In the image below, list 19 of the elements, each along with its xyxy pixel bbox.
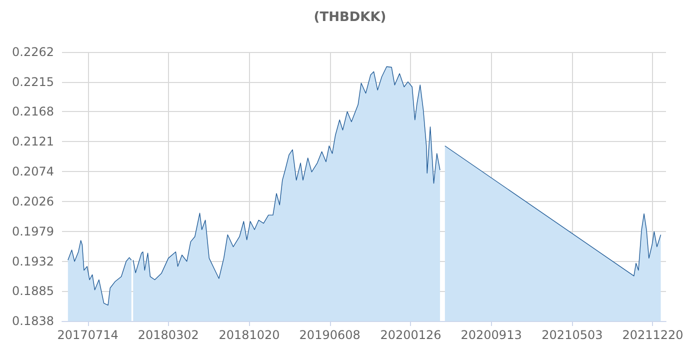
x-tick-label: 20181020	[218, 328, 280, 342]
y-tick-label: 0.1979	[12, 224, 54, 239]
y-tick-label: 0.2121	[12, 134, 54, 148]
x-tick-label: 20200126	[380, 328, 442, 342]
x-tick-label: 20210503	[542, 328, 603, 342]
y-tick-label: 0.2215	[12, 74, 54, 89]
x-tick-label: 20190608	[299, 328, 360, 342]
chart-title: (THBDKK)	[314, 10, 386, 25]
x-tick-label: 20200913	[460, 328, 522, 342]
x-tick-label: 20180302	[138, 328, 199, 342]
y-tick-label: 0.2262	[12, 45, 54, 59]
y-tick-label: 0.2074	[12, 164, 54, 178]
y-tick-label: 0.1838	[12, 314, 54, 328]
y-tick-label: 0.2168	[12, 104, 54, 119]
y-tick-label: 0.2026	[12, 194, 54, 209]
x-tick-label: 20211220	[622, 328, 684, 342]
y-tick-label: 0.1885	[12, 284, 54, 298]
x-tick-label: 20170714	[57, 328, 118, 342]
y-tick-label: 0.1932	[12, 254, 54, 268]
